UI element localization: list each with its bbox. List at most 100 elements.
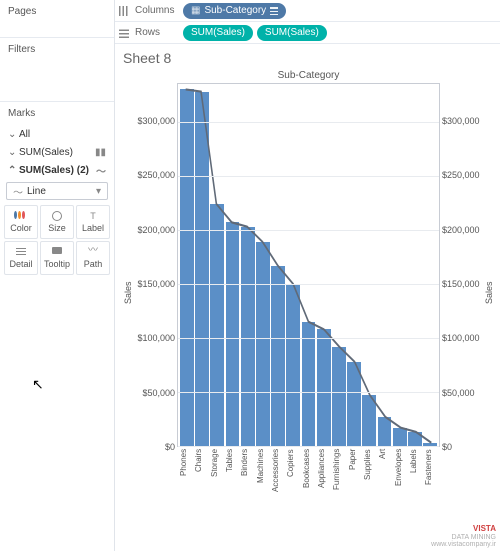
watermark-url: www.vistacompany.ir	[431, 541, 496, 548]
mark-card-tooltip[interactable]: Tooltip	[40, 241, 74, 275]
x-tick: Bookcases	[302, 449, 316, 503]
bar[interactable]	[286, 284, 300, 446]
marks-sum1-label: SUM(Sales)	[19, 147, 73, 158]
bar[interactable]	[347, 362, 361, 446]
bar[interactable]	[241, 227, 255, 446]
y-tick: $300,000	[442, 116, 480, 126]
y-tick: $150,000	[137, 279, 175, 289]
chevron-down-icon: ⌄	[8, 129, 16, 140]
color-icon	[14, 211, 28, 221]
marks-sum2-label: SUM(Sales) (2)	[19, 165, 89, 176]
watermark-brand: VISTA	[473, 524, 496, 533]
y-tick: $250,000	[137, 170, 175, 180]
x-tick: Appliances	[317, 449, 331, 503]
marks-all-row[interactable]: ⌄All	[0, 125, 114, 143]
chevron-down-icon: ⌄	[8, 147, 16, 158]
x-tick: Binders	[240, 449, 254, 503]
plot-area[interactable]	[177, 83, 440, 447]
pill-sumsales-2[interactable]: SUM(Sales)	[257, 25, 327, 41]
pages-panel-header: Pages	[0, 0, 114, 23]
bar[interactable]	[393, 428, 407, 446]
x-tick: Copiers	[286, 449, 300, 503]
pill-subcategory[interactable]: ▦ Sub-Category	[183, 3, 286, 19]
mark-card-size-label: Size	[48, 223, 66, 233]
x-tick: Paper	[348, 449, 362, 503]
y-tick: $200,000	[442, 225, 480, 235]
mark-card-size[interactable]: Size	[40, 205, 74, 239]
pill-subcategory-label: Sub-Category	[204, 5, 266, 16]
columns-shelf[interactable]: Columns ▦ Sub-Category	[115, 0, 500, 22]
y-tick: $100,000	[137, 333, 175, 343]
size-icon	[50, 211, 64, 221]
marks-all-label: All	[19, 129, 30, 140]
caret-down-icon: ▾	[96, 186, 101, 197]
x-tick: Phones	[179, 449, 193, 503]
marks-sum2-row[interactable]: ⌃SUM(Sales) (2) 〜	[0, 161, 114, 179]
chevron-up-icon: ⌃	[8, 165, 16, 176]
bar[interactable]	[256, 242, 270, 446]
line-icon: 〜	[96, 163, 106, 178]
y-axis-label-left: Sales	[123, 83, 133, 503]
mark-card-color-label: Color	[10, 223, 32, 233]
mark-type-label: Line	[27, 186, 46, 197]
x-tick: Accessories	[271, 449, 285, 503]
y-tick: $0	[442, 442, 452, 452]
mark-card-path-label: Path	[84, 259, 103, 269]
bar-icon: ▮▮	[95, 147, 106, 158]
y-tick: $100,000	[442, 333, 480, 343]
y-axis-label-right: Sales	[484, 83, 494, 503]
dimension-icon: ▦	[191, 5, 200, 16]
x-tick: Envelopes	[394, 449, 408, 503]
x-tick: Tables	[225, 449, 239, 503]
bar[interactable]	[226, 222, 240, 446]
mark-type-dropdown[interactable]: 〜 Line ▾	[6, 182, 108, 200]
x-tick: Storage	[210, 449, 224, 503]
bar[interactable]	[271, 266, 285, 446]
bar[interactable]	[302, 322, 316, 446]
y-axis-ticks-right: $0$50,000$100,000$150,000$200,000$250,00…	[440, 83, 484, 447]
bar[interactable]	[317, 329, 331, 446]
marks-panel-header: Marks	[0, 102, 114, 125]
y-tick: $50,000	[142, 388, 175, 398]
filters-panel-header: Filters	[0, 38, 114, 61]
pill-sumsales-2-label: SUM(Sales)	[265, 27, 319, 38]
chart-title: Sub-Category	[123, 70, 494, 81]
columns-shelf-label: Columns	[135, 5, 174, 16]
bar[interactable]	[362, 395, 376, 446]
x-axis: PhonesChairsStorageTablesBindersMachines…	[179, 447, 438, 503]
watermark-sub: DATA MINING	[452, 534, 496, 541]
mark-card-detail-label: Detail	[9, 259, 32, 269]
x-tick: Supplies	[363, 449, 377, 503]
rows-shelf[interactable]: Rows SUM(Sales) SUM(Sales)	[115, 22, 500, 44]
watermark: VISTA DATA MINING www.vistacompany.ir	[431, 525, 496, 549]
mark-card-tooltip-label: Tooltip	[44, 259, 70, 269]
x-tick: Furnishings	[332, 449, 346, 503]
bar[interactable]	[332, 347, 346, 446]
bar[interactable]	[210, 204, 224, 446]
mark-card-label[interactable]: Label	[76, 205, 110, 239]
mark-card-label-label: Label	[82, 223, 104, 233]
mark-card-path[interactable]: Path	[76, 241, 110, 275]
marks-sum1-row[interactable]: ⌄SUM(Sales) ▮▮	[0, 143, 114, 161]
y-axis-ticks-left: $0$50,000$100,000$150,000$200,000$250,00…	[133, 83, 177, 447]
cursor-icon: ↖	[32, 376, 44, 393]
x-tick: Machines	[256, 449, 270, 503]
tooltip-icon	[50, 247, 64, 257]
detail-icon	[14, 247, 28, 257]
line-icon: 〜	[13, 184, 23, 199]
y-tick: $300,000	[137, 116, 175, 126]
bar[interactable]	[378, 417, 392, 446]
bar[interactable]	[408, 432, 422, 446]
columns-icon	[119, 6, 131, 16]
chart[interactable]: Sales $0$50,000$100,000$150,000$200,000$…	[123, 83, 494, 503]
sheet-title[interactable]: Sheet 8	[123, 50, 494, 66]
x-tick: Labels	[409, 449, 423, 503]
y-tick: $200,000	[137, 225, 175, 235]
rows-icon	[119, 28, 131, 38]
rows-shelf-label: Rows	[135, 27, 160, 38]
x-tick: Fasteners	[424, 449, 438, 503]
pill-sumsales-1[interactable]: SUM(Sales)	[183, 25, 253, 41]
mark-card-color[interactable]: Color	[4, 205, 38, 239]
mark-card-detail[interactable]: Detail	[4, 241, 38, 275]
pill-sumsales-1-label: SUM(Sales)	[191, 27, 245, 38]
